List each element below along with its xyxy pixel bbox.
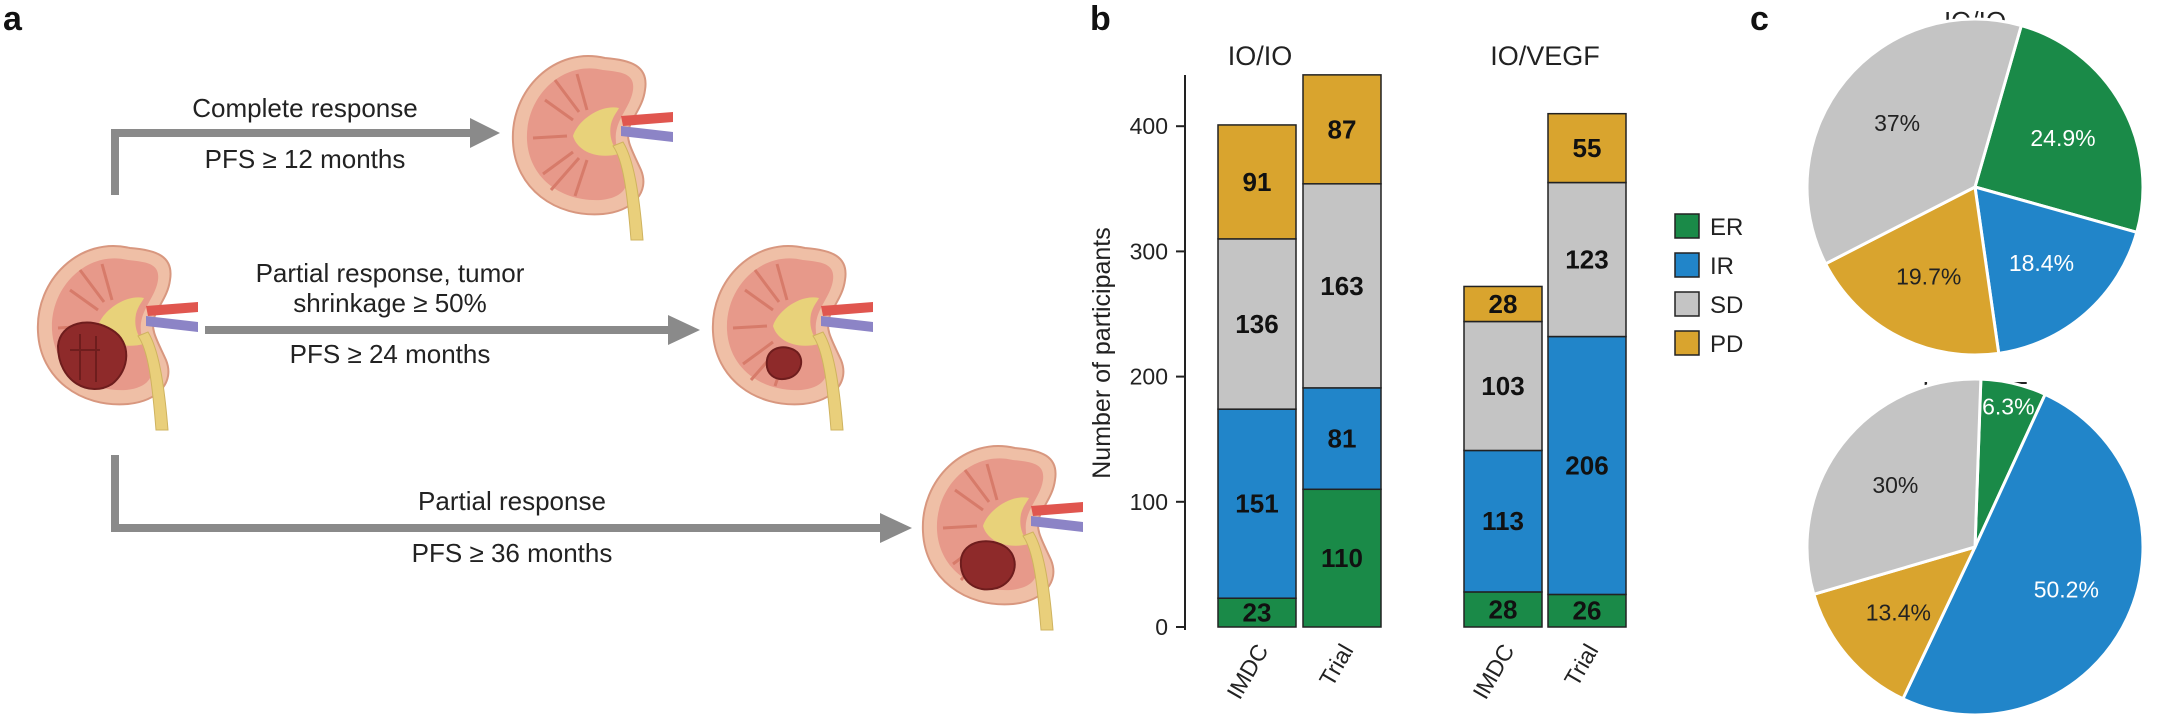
bar-value-label: 110	[1321, 543, 1363, 573]
bar-value-label: 163	[1320, 271, 1363, 301]
y-tick-label: 400	[1130, 113, 1168, 139]
y-tick-label: 100	[1130, 489, 1168, 515]
kidney-partial-response-illustration	[921, 444, 1085, 632]
bars: 23 151 136 91 110 81 163 87 28 113 103 28 26 206 123 55	[1217, 74, 1627, 628]
pie-slice-label-ir: 18.4%	[2009, 250, 2074, 276]
group-title-io-vegf: IO/VEGF	[1490, 41, 1600, 71]
group-title-io-io: IO/IO	[1228, 41, 1293, 71]
legend-swatch-ir	[1674, 252, 1700, 278]
bar-segment-sd	[1547, 181, 1627, 338]
legend-swatch-pd	[1674, 330, 1700, 356]
x-category-label: IMDC	[1467, 640, 1519, 704]
complete-response-label: Complete response	[192, 93, 417, 123]
bar-segment-pd	[1463, 285, 1543, 323]
kidney-partial-shrinkage-illustration	[711, 244, 875, 432]
kidney-complete-response-illustration	[511, 54, 675, 242]
bar-segment-ir	[1463, 449, 1543, 593]
panel-letter-a: a	[3, 0, 23, 38]
pie-slice-label-pd: 19.7%	[1896, 264, 1961, 290]
x-category-label: Trial	[1314, 640, 1358, 691]
kidney-with-tumor-illustration	[36, 244, 200, 432]
arrow-head-complete	[470, 118, 500, 148]
pie-slice-ir	[1900, 392, 2145, 717]
bar-value-label: 28	[1489, 594, 1518, 624]
bar-value-label: 103	[1481, 371, 1524, 401]
partial-response-pfs: PFS ≥ 36 months	[412, 538, 613, 568]
pie-chart-io-vegf: 6.3% 50.2% 13.4% 30%	[1805, 377, 2145, 717]
bar-value-label: 26	[1573, 596, 1602, 626]
bar-value-label: 91	[1243, 167, 1272, 197]
x-category-label: Trial	[1559, 640, 1603, 691]
x-category-label: IMDC	[1221, 640, 1273, 704]
pie-slice-label-pd: 13.4%	[1866, 599, 1931, 625]
panel-letter-c: c	[1750, 0, 1769, 38]
bar-value-label: 23	[1243, 598, 1272, 628]
arrow-complete-response	[111, 129, 472, 195]
bar-value-label: 151	[1235, 489, 1278, 519]
bar-segment-ir	[1302, 387, 1382, 491]
bar-segment-er	[1547, 593, 1627, 628]
legend-label-pd: PD	[1710, 331, 1743, 358]
pie-slice-label-sd: 30%	[1872, 472, 1918, 498]
partial-shrinkage-label-line2: shrinkage ≥ 50%	[293, 288, 487, 318]
bar-value-label: 81	[1328, 424, 1357, 454]
bar-value-label: 113	[1482, 506, 1524, 536]
partial-response-label: Partial response	[418, 486, 606, 516]
y-tick-label: 200	[1130, 364, 1168, 390]
arrow-partial-response	[111, 455, 885, 532]
bar-value-label: 206	[1565, 450, 1608, 480]
legend-swatch-sd	[1674, 291, 1700, 317]
legend: ER IR SD PD	[1674, 213, 1743, 358]
pie-slice-label-er: 24.9%	[2030, 125, 2095, 151]
pie-slice-sd	[1805, 377, 1983, 597]
pie-slice-label-er: 6.3%	[1982, 393, 2034, 419]
bar-segment-pd	[1302, 74, 1382, 185]
bar-value-label: 55	[1573, 133, 1602, 163]
panel-c-pie-charts: IO/IO 24.9%18.4%19.7%37% IO/VEGF 6.3%50.…	[1805, 6, 2145, 717]
y-axis-ticks: 0 100 200 300 400	[1130, 113, 1185, 640]
arrows	[111, 118, 912, 543]
pie-slice-ir	[1973, 184, 2139, 356]
bar-segment-sd	[1463, 320, 1543, 452]
pie-slice-label-sd: 37%	[1874, 110, 1920, 136]
legend-label-sd: SD	[1710, 292, 1743, 319]
panel-b-stacked-bar-chart: 0 100 200 300 400 Number of participants IO/…	[1088, 41, 1743, 703]
bar-segment-ir	[1547, 335, 1627, 596]
pie-slice-sd	[1805, 17, 2024, 266]
bar-value-label: 28	[1489, 289, 1518, 319]
panel-letter-b: b	[1090, 0, 1111, 38]
bar-value-label: 136	[1235, 309, 1278, 339]
bar-segment-pd	[1547, 112, 1627, 184]
pie-slice-pd	[1811, 544, 1978, 701]
partial-shrinkage-label-line1: Partial response, tumor	[256, 258, 525, 288]
y-axis-title: Number of participants	[1088, 227, 1116, 479]
legend-swatch-er	[1674, 213, 1700, 239]
y-tick-label: 0	[1155, 614, 1168, 640]
bar-segment-er	[1217, 597, 1297, 628]
x-axis-category-labels: IMDC Trial IMDC Trial	[1221, 640, 1603, 704]
bar-segment-sd	[1302, 183, 1382, 389]
arrow-head-partial	[880, 513, 912, 543]
legend-label-ir: IR	[1710, 253, 1734, 280]
bar-segment-pd	[1217, 124, 1297, 240]
pie-slice-pd	[1823, 184, 2001, 357]
legend-label-er: ER	[1710, 214, 1743, 241]
pie-chart-io-io: 24.9% 18.4% 19.7% 37%	[1805, 17, 2145, 357]
bar-value-label: 87	[1328, 114, 1357, 144]
bar-segment-er	[1302, 488, 1382, 628]
pie-slice-er	[1973, 23, 2145, 235]
pie-slice-label-ir: 50.2%	[2034, 577, 2099, 603]
panel-a-response-diagram: Complete response PFS ≥ 12 months Partia…	[36, 54, 1085, 632]
arrow-head-shrinkage	[668, 315, 700, 345]
complete-response-pfs: PFS ≥ 12 months	[205, 144, 406, 174]
partial-shrinkage-pfs: PFS ≥ 24 months	[290, 339, 491, 369]
bar-value-label: 123	[1565, 245, 1608, 275]
y-tick-label: 300	[1130, 238, 1168, 264]
